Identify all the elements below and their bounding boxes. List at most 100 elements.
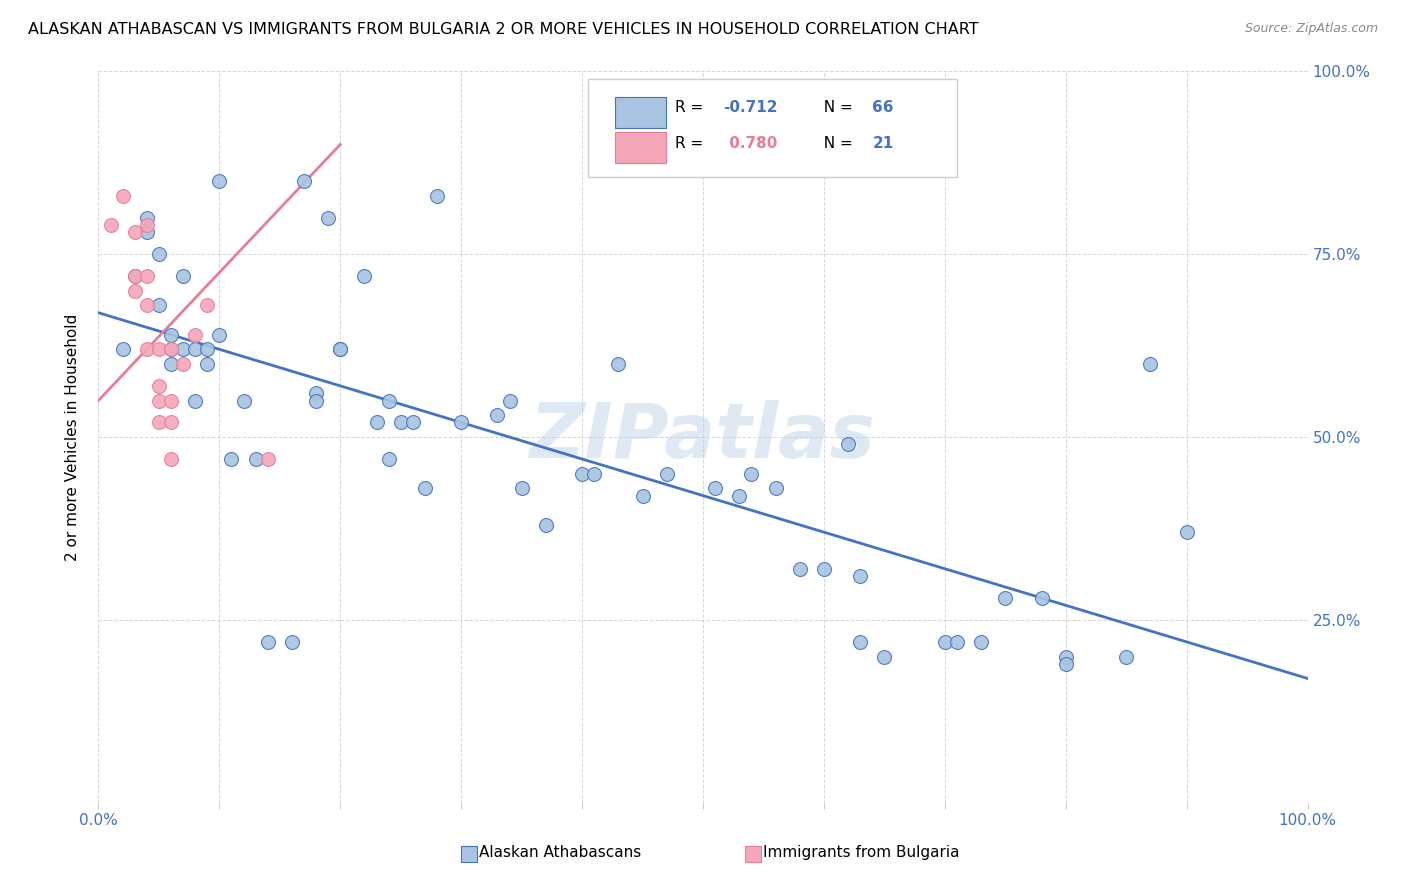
Point (221, 452, 243, 467)
Point (1139, 357, 1161, 371)
Point (655, 467, 678, 481)
Point (184, 343, 207, 357)
Point (1031, 591, 1053, 605)
Point (208, 174, 231, 188)
Point (377, 452, 399, 467)
Point (135, 225, 157, 239)
Point (813, 562, 835, 576)
Point (245, 452, 267, 467)
Text: R =: R = (675, 136, 709, 151)
Point (148, 416, 170, 430)
Point (534, 517, 557, 532)
Point (195, 343, 218, 357)
Point (970, 635, 993, 649)
Point (160, 357, 183, 371)
Point (124, 269, 146, 284)
Point (184, 393, 207, 408)
Point (704, 481, 727, 495)
Point (450, 416, 472, 430)
Point (849, 569, 872, 583)
Point (124, 284, 146, 298)
Point (994, 591, 1017, 605)
Point (195, 298, 218, 312)
Point (111, 188, 134, 202)
Point (124, 269, 146, 284)
Point (510, 481, 533, 495)
Point (329, 343, 352, 357)
Point (402, 416, 425, 430)
Point (498, 393, 520, 408)
Point (571, 467, 593, 481)
Point (172, 343, 194, 357)
Point (426, 188, 449, 202)
Text: Source: ZipAtlas.com: Source: ZipAtlas.com (1244, 22, 1378, 36)
Point (486, 408, 509, 422)
Point (148, 379, 170, 393)
Point (135, 343, 157, 357)
Text: R =: R = (675, 100, 709, 114)
Point (148, 298, 170, 312)
Point (135, 218, 157, 232)
FancyBboxPatch shape (588, 78, 957, 178)
Point (160, 416, 183, 430)
Point (232, 393, 254, 408)
Point (305, 386, 328, 401)
Point (849, 635, 872, 649)
Point (256, 452, 278, 467)
Point (148, 343, 170, 357)
Point (1175, 525, 1198, 540)
Point (413, 481, 436, 495)
Point (740, 467, 762, 481)
Text: Immigrants from Bulgaria: Immigrants from Bulgaria (763, 845, 960, 860)
Point (100, 218, 122, 232)
Point (124, 225, 146, 239)
Point (160, 452, 183, 467)
Point (607, 357, 630, 371)
Point (281, 635, 304, 649)
Point (353, 269, 375, 284)
Text: N =: N = (814, 100, 858, 114)
Point (837, 437, 859, 451)
Text: ALASKAN ATHABASCAN VS IMMIGRANTS FROM BULGARIA 2 OR MORE VEHICLES IN HOUSEHOLD C: ALASKAN ATHABASCAN VS IMMIGRANTS FROM BU… (28, 22, 979, 37)
Point (305, 393, 328, 408)
Bar (745, 846, 761, 862)
Point (1054, 649, 1077, 664)
Point (172, 357, 194, 371)
Point (873, 649, 896, 664)
Point (728, 489, 751, 503)
Point (148, 393, 170, 408)
Point (160, 343, 183, 357)
Point (208, 327, 231, 342)
FancyBboxPatch shape (614, 132, 665, 163)
Text: N =: N = (814, 136, 858, 151)
Bar (461, 846, 477, 862)
Point (1115, 649, 1137, 664)
Point (583, 467, 606, 481)
Point (160, 327, 183, 342)
Point (135, 298, 157, 312)
Point (389, 416, 412, 430)
Text: ZIPatlas: ZIPatlas (530, 401, 876, 474)
Text: 0.780: 0.780 (724, 136, 778, 151)
Point (316, 211, 339, 225)
Point (631, 489, 654, 503)
Point (1054, 657, 1077, 671)
Point (256, 635, 278, 649)
Point (148, 247, 170, 261)
Point (184, 327, 207, 342)
Text: 21: 21 (872, 136, 894, 151)
Point (329, 343, 352, 357)
Point (172, 269, 194, 284)
Text: 66: 66 (872, 100, 894, 114)
Point (111, 343, 134, 357)
Point (366, 416, 388, 430)
Point (934, 635, 956, 649)
Point (135, 211, 157, 225)
Point (135, 269, 157, 284)
Text: -0.712: -0.712 (724, 100, 778, 114)
FancyBboxPatch shape (614, 97, 665, 128)
Point (160, 343, 183, 357)
Point (292, 174, 315, 188)
Y-axis label: 2 or more Vehicles in Household: 2 or more Vehicles in Household (65, 313, 80, 561)
Point (377, 393, 399, 408)
